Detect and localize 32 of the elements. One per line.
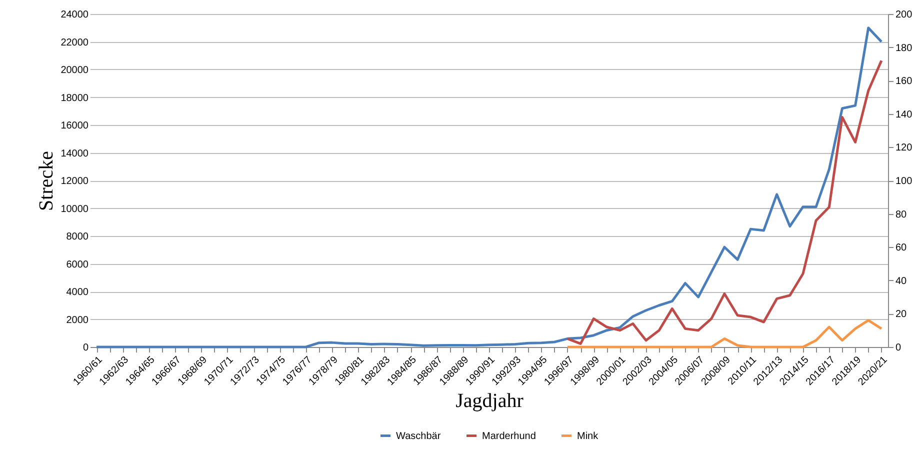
- y-tick-label: 14000: [60, 148, 89, 160]
- y-tick-label: 2000: [66, 314, 89, 326]
- legend-label: Mink: [577, 430, 600, 442]
- y-tick-label: 6000: [66, 259, 89, 270]
- y-tick-label: 20000: [60, 65, 89, 76]
- y2-tick-label: 160: [896, 76, 913, 88]
- x-axis-title: Jagdjahr: [456, 390, 524, 412]
- y-axis-title: Strecke: [36, 150, 58, 211]
- y-tick-label: 10000: [60, 204, 89, 215]
- line-series: [566, 319, 883, 348]
- y-tick-label: 16000: [60, 120, 89, 132]
- y-tick-label: 4000: [66, 287, 89, 298]
- y-tick-label: 0: [82, 342, 89, 354]
- line-series: [95, 26, 883, 348]
- y-tick-label: 24000: [60, 10, 89, 20]
- y2-tick-label: 60: [896, 242, 908, 254]
- y2-tick-label: 200: [896, 10, 913, 20]
- legend-label: Marderhund: [482, 430, 536, 442]
- y2-tick-label: 40: [896, 276, 908, 287]
- y-tick-label: 8000: [66, 232, 89, 242]
- y2-tick-label: 120: [896, 142, 913, 154]
- y2-tick-label: 0: [896, 342, 902, 354]
- legend-label: Waschbär: [396, 430, 442, 442]
- y-tick-label: 22000: [60, 37, 89, 48]
- y2-tick-label: 20: [896, 309, 908, 320]
- y2-tick-label: 140: [896, 109, 913, 120]
- line-series: [566, 59, 883, 345]
- y2-tick-label: 80: [896, 209, 908, 220]
- y2-tick-label: 180: [896, 42, 913, 54]
- y2-tick-label: 100: [896, 176, 913, 187]
- y-tick-label: 12000: [60, 176, 89, 187]
- y-tick-label: 18000: [60, 92, 89, 104]
